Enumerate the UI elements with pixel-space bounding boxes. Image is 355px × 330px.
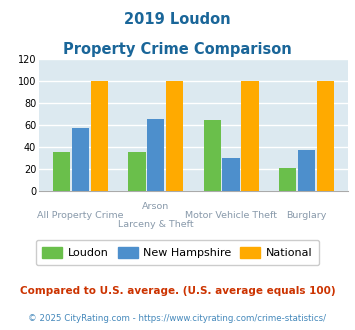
- Bar: [223, 158, 240, 191]
- Bar: [317, 82, 334, 191]
- Text: Burglary: Burglary: [286, 211, 327, 220]
- Text: Motor Vehicle Theft: Motor Vehicle Theft: [185, 211, 277, 220]
- Bar: [147, 119, 164, 191]
- Bar: [91, 82, 108, 191]
- Text: Larceny & Theft: Larceny & Theft: [118, 220, 193, 229]
- Bar: [204, 120, 221, 191]
- Bar: [279, 168, 296, 191]
- Bar: [241, 82, 258, 191]
- Bar: [298, 149, 315, 191]
- Bar: [72, 128, 89, 191]
- Bar: [53, 152, 70, 191]
- Text: Property Crime Comparison: Property Crime Comparison: [63, 42, 292, 56]
- Bar: [166, 82, 183, 191]
- Text: All Property Crime: All Property Crime: [37, 211, 124, 220]
- Text: 2019 Loudon: 2019 Loudon: [124, 12, 231, 27]
- Legend: Loudon, New Hampshire, National: Loudon, New Hampshire, National: [36, 240, 319, 265]
- Text: © 2025 CityRating.com - https://www.cityrating.com/crime-statistics/: © 2025 CityRating.com - https://www.city…: [28, 314, 327, 323]
- Text: Compared to U.S. average. (U.S. average equals 100): Compared to U.S. average. (U.S. average …: [20, 286, 335, 296]
- Text: Arson: Arson: [142, 203, 169, 212]
- Bar: [129, 152, 146, 191]
